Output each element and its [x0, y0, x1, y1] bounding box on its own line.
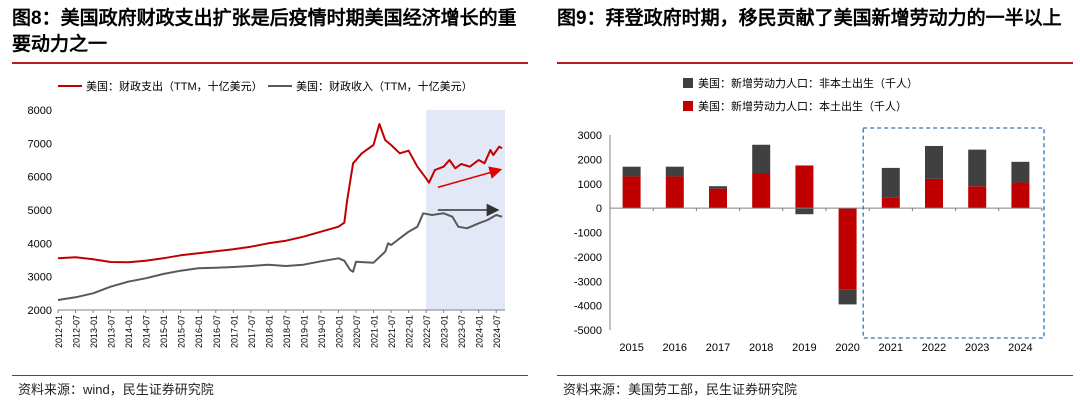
native-born-bar [1011, 182, 1030, 209]
y-tick-label: 1000 [578, 179, 602, 191]
foreign-born-bar [968, 149, 987, 187]
native-born-bar [968, 186, 987, 209]
y-tick-label: 5000 [28, 205, 52, 217]
x-tick-label: 2024-07 [492, 315, 502, 348]
figure-8-line-chart: 2000 3000 4000 5000 6000 7000 8000 2012-01 2012-… [28, 79, 505, 348]
x-tick-label: 2022-01 [405, 315, 415, 348]
foreign-born-bar [752, 144, 771, 174]
figure-9-title-rule [557, 62, 1073, 64]
y-tick-label: -3000 [574, 276, 602, 288]
category-label: 2020 [835, 342, 859, 354]
legend-swatch [683, 101, 693, 111]
x-tick-label: 2017-01 [229, 315, 239, 348]
native-born-bar [709, 188, 727, 209]
x-tick-label: 2023-01 [440, 315, 450, 348]
revenue-line [57, 212, 503, 301]
figure-9-panel: 图9：拜登政府时期，移民贡献了美国新增劳动力的一半以上 -5000 -4000 -3… [545, 0, 1080, 402]
legend-label: 美国：财政收入（TTM，十亿美元） [296, 79, 473, 93]
x-tick-label: 2020-07 [352, 315, 362, 348]
x-tick-label: 2015-07 [177, 315, 187, 348]
x-tick-label: 2014-07 [142, 315, 152, 348]
legend-label: 美国：财政支出（TTM，十亿美元） [86, 79, 263, 93]
foreign-born-bar [795, 208, 814, 215]
category-label: 2017 [706, 342, 730, 354]
y-tick-label: 6000 [28, 172, 52, 184]
expenditure-line [57, 123, 503, 264]
category-label: 2022 [922, 342, 946, 354]
figure-8-panel: 图8：美国政府财政支出扩张是后疫情时期美国经济增长的重要动力之一 2000 300… [12, 8, 528, 397]
y-tick-label: 8000 [28, 105, 52, 117]
x-tick-label: 2022-07 [422, 315, 432, 348]
legend-label: 美国：新增劳动力人口：非本土出生（千人） [698, 76, 918, 90]
y-tick-label: -2000 [574, 252, 602, 264]
y-tick-label: 7000 [28, 138, 52, 150]
x-tick-label: 2018-01 [264, 315, 274, 348]
native-born-bar [795, 165, 814, 209]
x-tick-label: 2013-01 [89, 315, 99, 348]
x-tick-label: 2019-07 [317, 315, 327, 348]
y-tick-label: 4000 [28, 238, 52, 250]
x-tick-label: 2013-07 [107, 315, 117, 348]
figure-9-source: 资料来源：美国劳工部，民生证券研究院 [563, 382, 798, 397]
x-tick-label: 2023-07 [457, 315, 467, 348]
x-tick-label: 2016-07 [212, 315, 222, 348]
x-tick-label: 2017-07 [247, 315, 257, 348]
legend-label: 美国：新增劳动力人口：本土出生（千人） [698, 99, 907, 113]
expenditure-trend-arrow [437, 166, 503, 189]
category-label: 2019 [792, 342, 816, 354]
foreign-born-bar [838, 289, 857, 305]
x-tick-label: 2012-07 [72, 315, 82, 348]
foreign-born-bar [1011, 161, 1030, 183]
x-tick-label: 2021-07 [387, 315, 397, 348]
y-tick-label: 3000 [28, 272, 52, 284]
x-tick-label: 2020-01 [334, 315, 344, 348]
native-born-bar [622, 176, 641, 209]
y-tick-label: -1000 [574, 228, 602, 240]
x-tick-label: 2021-01 [370, 315, 380, 348]
category-label: 2016 [663, 342, 687, 354]
highlight-box [862, 127, 1045, 339]
category-label: 2018 [749, 342, 773, 354]
category-label: 2021 [879, 342, 903, 354]
figure-8-source: 资料来源：wind，民生证券研究院 [18, 382, 214, 397]
legend-swatch [683, 78, 693, 88]
foreign-born-bar [925, 145, 943, 179]
x-tick-label: 2012-01 [54, 315, 64, 348]
foreign-born-bar [709, 186, 727, 189]
foreign-born-bar [622, 166, 641, 177]
x-tick-label: 2015-01 [159, 315, 169, 348]
figure-9-bar-chart: -5000 -4000 -3000 -2000 -1000 0 1000 2000 3000 20… [574, 76, 1045, 354]
native-born-bar [925, 178, 943, 209]
figure-8-source-rule [12, 375, 528, 376]
y-tick-label: 0 [596, 203, 602, 215]
x-tick-label: 2024-01 [475, 315, 485, 348]
x-tick-label: 2018-07 [282, 315, 292, 348]
category-label: 2024 [1008, 342, 1032, 354]
figure-9-source-rule [557, 375, 1073, 376]
category-label: 2015 [619, 342, 643, 354]
figure-8-title-rule [12, 62, 528, 64]
y-tick-label: 3000 [578, 130, 602, 142]
y-tick-label: -4000 [574, 301, 602, 313]
category-label: 2023 [965, 342, 989, 354]
x-tick-label: 2019-01 [299, 315, 309, 348]
native-born-bar [752, 174, 771, 209]
x-tick-label: 2014-01 [124, 315, 134, 348]
y-tick-label: 2000 [578, 154, 602, 166]
figure-9-title: 图9：拜登政府时期，移民贡献了美国新增劳动力的一半以上 [557, 8, 1062, 29]
native-born-bar [665, 176, 684, 209]
native-born-bar [838, 208, 857, 290]
foreign-born-bar [881, 167, 900, 198]
x-tick-label: 2016-01 [194, 315, 204, 348]
figure-8-title: 图8：美国政府财政支出扩张是后疫情时期美国经济增长的重要动力之一 [12, 8, 517, 55]
native-born-bar [881, 197, 900, 209]
y-tick-label: -5000 [574, 325, 602, 337]
y-tick-label: 2000 [28, 305, 52, 317]
foreign-born-bar [665, 166, 684, 177]
